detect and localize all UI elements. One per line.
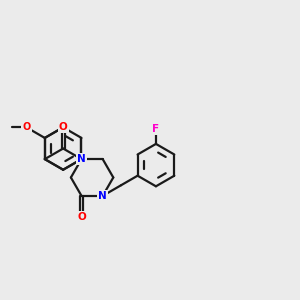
Text: O: O xyxy=(22,122,31,132)
Text: N: N xyxy=(77,154,86,164)
Text: N: N xyxy=(98,191,107,201)
Text: O: O xyxy=(59,122,68,132)
Text: O: O xyxy=(77,212,86,222)
Text: O: O xyxy=(77,154,86,164)
Text: F: F xyxy=(152,124,160,134)
